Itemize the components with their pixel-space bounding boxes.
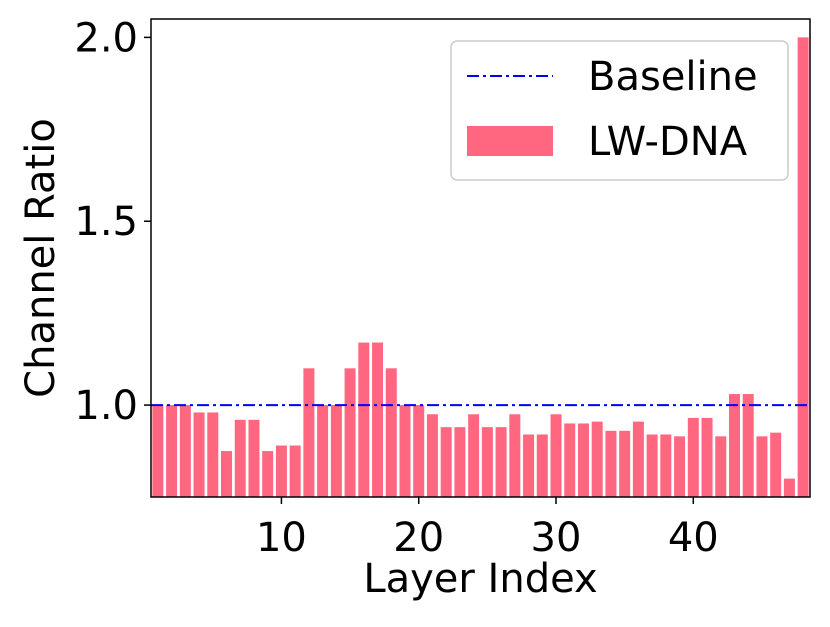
bar-layer-3 xyxy=(179,405,191,497)
bar-layer-10 xyxy=(275,445,287,497)
bar-layer-14 xyxy=(330,405,342,497)
x-tick-label: 40 xyxy=(668,515,719,561)
bar-layer-11 xyxy=(289,445,301,497)
bar-layer-20 xyxy=(413,405,425,497)
bar-layer-7 xyxy=(234,419,246,497)
bar-layer-29 xyxy=(536,434,548,497)
bar-layer-2 xyxy=(166,405,178,497)
bar-layer-47 xyxy=(783,478,795,497)
bar-layer-25 xyxy=(481,427,493,497)
bar-layer-6 xyxy=(221,451,233,497)
bar-layer-13 xyxy=(317,405,329,497)
y-tick-label: 1.5 xyxy=(74,199,138,245)
x-tick-label: 30 xyxy=(531,515,582,561)
bar-layer-26 xyxy=(495,427,507,497)
x-axis-label: Layer Index xyxy=(363,556,597,602)
legend-lwdna-swatch xyxy=(467,126,553,156)
bar-layer-19 xyxy=(399,405,411,497)
bar-layer-17 xyxy=(372,342,384,497)
bar-layer-41 xyxy=(701,417,713,497)
bar-layer-9 xyxy=(262,451,274,497)
bar-layer-28 xyxy=(523,434,535,497)
bar-layer-36 xyxy=(632,421,644,497)
legend-baseline-label: Baseline xyxy=(588,54,758,100)
bar-layer-8 xyxy=(248,419,260,497)
bar-layer-5 xyxy=(207,412,219,497)
bar-layer-31 xyxy=(564,423,576,497)
y-tick-label: 2.0 xyxy=(74,15,138,61)
bar-layer-48 xyxy=(797,37,809,498)
bar-layer-30 xyxy=(550,414,562,497)
bar-layer-18 xyxy=(385,368,397,497)
bar-layer-43 xyxy=(728,394,740,497)
bar-layer-22 xyxy=(440,427,452,497)
bar-layer-37 xyxy=(646,434,658,497)
bar-layer-23 xyxy=(454,427,466,497)
bar-layer-39 xyxy=(674,436,686,497)
bar-layer-44 xyxy=(742,394,754,497)
bar-layer-42 xyxy=(715,436,727,497)
bar-layer-15 xyxy=(344,368,356,497)
bar-layer-32 xyxy=(577,423,589,497)
plot-frame xyxy=(150,18,811,498)
bar-layer-4 xyxy=(193,412,205,497)
x-tick-label: 10 xyxy=(256,515,307,561)
bars-layer xyxy=(152,37,809,498)
bar-layer-35 xyxy=(619,430,631,497)
legend-lwdna-label: LW-DNA xyxy=(588,119,748,165)
bar-layer-40 xyxy=(687,417,699,497)
y-axis-label: Channel Ratio xyxy=(18,118,64,398)
bar-layer-46 xyxy=(770,432,782,497)
x-axis-ticks: 10 20 30 40 xyxy=(256,497,719,561)
bar-layer-24 xyxy=(468,414,480,497)
bar-layer-1 xyxy=(152,405,164,497)
bar-layer-27 xyxy=(509,414,521,497)
bar-layer-16 xyxy=(358,342,370,497)
legend: Baseline LW-DNA xyxy=(450,40,789,181)
bar-layer-12 xyxy=(303,368,315,497)
x-tick-label: 20 xyxy=(393,515,444,561)
y-tick-label: 1.0 xyxy=(74,383,138,429)
bar-layer-21 xyxy=(426,414,438,497)
bar-layer-34 xyxy=(605,430,617,497)
y-axis-ticks: 1.0 1.5 2.0 xyxy=(74,15,151,429)
bar-layer-45 xyxy=(756,436,768,497)
bar-layer-33 xyxy=(591,421,603,497)
bar-layer-38 xyxy=(660,434,672,497)
